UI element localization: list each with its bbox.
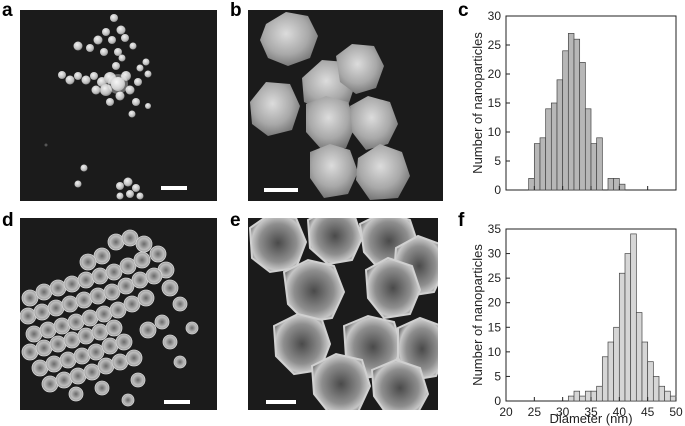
histogram-bar	[596, 137, 603, 191]
histogram-bar	[630, 233, 637, 402]
y-tick-label: 30	[488, 9, 502, 23]
histogram-bar	[624, 253, 632, 402]
histogram-bar	[579, 62, 586, 191]
histogram-bar	[562, 50, 569, 191]
micrograph-a-image	[44, 14, 187, 200]
y-tick-label: 20	[488, 67, 502, 81]
x-axis-title: Diameter (nm)	[549, 411, 632, 426]
panel-label-b: b	[230, 0, 242, 21]
y-tick-label: 25	[488, 271, 502, 285]
histogram-bar	[567, 395, 575, 402]
scale-bar	[264, 188, 298, 192]
histogram-bar	[652, 376, 660, 402]
panel-label-f: f	[458, 210, 465, 231]
x-tick-label: 30	[556, 405, 570, 419]
x-tick-label: 35	[584, 405, 598, 419]
histogram-bar	[579, 395, 586, 402]
y-tick-label: 15	[488, 96, 502, 110]
panel-label-d: d	[2, 210, 14, 231]
y-tick-label: 0	[494, 183, 501, 197]
histogram-bar	[573, 390, 581, 402]
micrograph-e-image	[248, 218, 438, 410]
histogram-bar	[584, 390, 592, 402]
histogram-bar	[607, 178, 615, 191]
histogram-bar	[567, 33, 575, 191]
scale-bar	[164, 400, 190, 404]
y-tick-label: 20	[488, 296, 502, 310]
histogram-bar	[590, 143, 598, 191]
y-tick-label: 10	[488, 125, 502, 139]
histogram-bar	[545, 108, 552, 191]
x-tick-label: 50	[669, 405, 683, 419]
histogram-bar	[601, 356, 609, 402]
histogram-bar	[647, 361, 654, 402]
histogram-bar	[658, 385, 666, 402]
histogram-bar	[584, 108, 592, 191]
micrograph-d-image	[20, 229, 199, 407]
histogram-bar	[596, 385, 603, 402]
micrograph-d	[20, 218, 217, 410]
histogram-bar	[664, 390, 671, 402]
histogram-bar	[528, 178, 535, 191]
histogram-bar	[573, 38, 581, 191]
histogram-bar	[533, 143, 541, 191]
scale-bar	[161, 186, 187, 190]
histogram-bar	[669, 395, 677, 402]
panel-label-c: c	[458, 0, 469, 21]
x-tick-label: 45	[641, 405, 655, 419]
panel-label-e: e	[230, 210, 241, 231]
y-axis-title: Number of nanoparticles	[470, 244, 485, 386]
histogram-bar	[618, 183, 626, 191]
y-tick-label: 25	[488, 38, 502, 52]
histogram-bar	[556, 79, 564, 191]
y-axis-title: Number of nanoparticles	[470, 32, 485, 174]
y-tick-label: 35	[488, 222, 502, 236]
histogram-bar	[590, 390, 598, 402]
histogram-c: 0 5 10 15 20 25 30 Number of nanoparticles	[470, 9, 677, 197]
micrograph-b-image	[250, 12, 410, 200]
histogram-bar	[635, 312, 643, 402]
micrograph-a	[20, 10, 217, 201]
histogram-bar	[618, 272, 626, 402]
x-tick-label: 40	[613, 405, 627, 419]
y-tick-label: 15	[488, 320, 502, 334]
y-tick-label: 10	[488, 345, 502, 359]
micrograph-b	[248, 10, 443, 201]
y-tick-label: 5	[494, 369, 501, 383]
y-tick-label: 0	[494, 394, 501, 408]
histogram-bar	[613, 326, 620, 402]
micrograph-e	[248, 218, 438, 410]
histogram-bar	[641, 341, 649, 402]
panel-label-a: a	[2, 0, 13, 21]
histogram-f: 0 5 10 15 20 25 30 35 20 25 30 35 40 45 50 Number of …	[470, 222, 683, 426]
x-tick-label: 25	[528, 405, 542, 419]
histogram-bar	[607, 341, 615, 402]
y-tick-label: 30	[488, 247, 502, 261]
histogram-bar	[613, 178, 620, 191]
y-tick-label: 5	[494, 154, 501, 168]
x-tick-label: 20	[499, 405, 513, 419]
histogram-bar	[539, 137, 547, 191]
histogram-bar	[550, 102, 558, 191]
scale-bar	[266, 400, 296, 404]
